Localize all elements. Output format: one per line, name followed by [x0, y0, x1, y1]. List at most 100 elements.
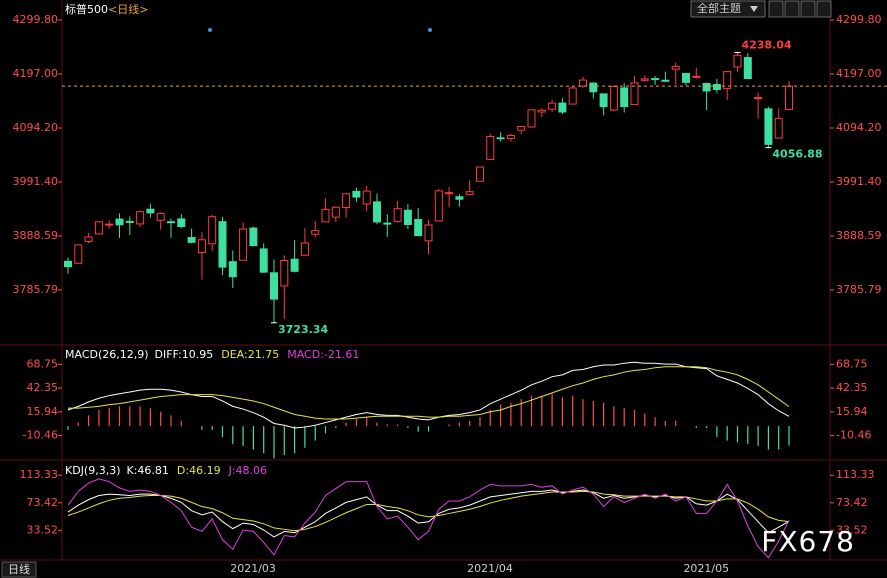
candle-body: [465, 191, 474, 196]
y-tick-label: 4299.80: [13, 13, 59, 26]
y-tick-label-right: 42.35: [836, 381, 868, 394]
annotation: 4238.04: [742, 38, 792, 51]
candle-body: [506, 134, 515, 139]
candle-body: [764, 108, 773, 145]
y-tick-label-right: 3785.79: [836, 283, 882, 296]
toolbar-button[interactable]: [800, 0, 816, 18]
plot-area: [67, 361, 790, 459]
candle-body: [331, 206, 340, 218]
candle-body: [290, 258, 299, 272]
candle-body: [94, 221, 103, 235]
candle-body: [537, 109, 546, 113]
period-label: <日线>: [108, 2, 148, 16]
toolbar-button[interactable]: [784, 0, 800, 18]
candle-body: [640, 78, 649, 81]
legend-entry: MACD:-21.61: [287, 348, 359, 361]
candle-body: [300, 242, 309, 256]
candle-body: [434, 190, 443, 222]
candle-body: [682, 72, 690, 83]
candle-body: [486, 136, 495, 160]
candle-body: [321, 208, 330, 223]
candle-body: [403, 209, 412, 225]
y-tick-label-right: 33.52: [836, 523, 868, 536]
candle-body: [115, 218, 124, 226]
theme-dropdown-label: 全部主题: [697, 1, 741, 15]
candle-body: [280, 260, 289, 287]
panel-title: KDJ(9,3,3): [65, 464, 121, 477]
y-tick-label: 3888.59: [13, 229, 59, 242]
candle-body: [177, 218, 186, 227]
candle-body: [455, 196, 464, 200]
candle-body: [362, 190, 371, 205]
candle-body: [74, 244, 83, 264]
y-tick-label-right: 73.42: [836, 496, 868, 509]
x-tick-label: 2021/04: [467, 562, 513, 575]
theme-dropdown[interactable]: [690, 0, 766, 18]
y-tick-label-right: 3888.59: [836, 229, 882, 242]
y-tick-label: 4197.00: [13, 67, 59, 80]
candle-body: [774, 117, 783, 139]
candle-body: [609, 85, 618, 111]
candle-body: [496, 137, 505, 140]
legend-entry: K:46.81: [127, 464, 169, 477]
event-marker: [428, 28, 432, 32]
candle-body: [785, 85, 793, 110]
candle-body: [651, 78, 660, 81]
candle-body: [156, 213, 165, 221]
candle-body: [414, 219, 423, 237]
annotation: 4056.88: [772, 148, 822, 161]
candle-body: [239, 228, 248, 261]
candle-body: [661, 79, 670, 82]
candle-body: [259, 248, 268, 273]
y-tick-label: 113.33: [20, 468, 59, 481]
legend-entry: D:46.19: [177, 464, 221, 477]
candle-body: [712, 83, 721, 90]
legend-entry: DEA:21.75: [221, 348, 279, 361]
legend-entry: DIFF:10.95: [155, 348, 214, 361]
y-tick-label-right: 4197.00: [836, 67, 882, 80]
annotation: 3723.34: [278, 323, 328, 336]
y-tick-label-right: -10.46: [836, 429, 871, 442]
y-tick-label-right: 4094.20: [836, 121, 882, 134]
toolbar-button[interactable]: [768, 0, 784, 18]
event-marker: [208, 28, 212, 32]
candle-body: [754, 97, 763, 100]
y-tick-label-right: 4299.80: [836, 13, 882, 26]
candle-body: [393, 208, 402, 222]
candle-body: [197, 239, 206, 254]
candle-body: [579, 79, 587, 87]
candle-body: [476, 166, 484, 182]
candle-body: [548, 102, 557, 110]
candle-body: [373, 201, 381, 223]
candle-body: [208, 216, 217, 245]
candle-body: [105, 223, 114, 226]
y-tick-label-right: 68.75: [836, 357, 868, 370]
candle-body: [620, 87, 629, 108]
plot-area: [67, 478, 790, 559]
candle-body: [568, 87, 577, 105]
candle-body: [743, 57, 752, 80]
y-tick-label: 3785.79: [13, 283, 59, 296]
candle-body: [733, 54, 742, 68]
candle-body: [218, 221, 227, 268]
candle-body: [445, 192, 454, 195]
y-tick-label: 42.35: [27, 381, 59, 394]
period-button[interactable]: [1, 561, 37, 578]
candle-body: [599, 93, 608, 108]
x-tick-label: 2021/03: [230, 562, 276, 575]
period-button-label: 日线: [8, 562, 30, 576]
toolbar-button[interactable]: [816, 0, 832, 18]
candle-body: [383, 222, 392, 225]
y-tick-label: 73.42: [27, 496, 59, 509]
candle-body: [270, 272, 278, 300]
candle-body: [723, 71, 732, 90]
candle-body: [558, 102, 567, 113]
y-tick-label: 33.52: [27, 523, 59, 536]
dropdown-arrow: [750, 6, 758, 12]
candle-body: [136, 211, 145, 225]
indicator-line: [68, 366, 790, 420]
indicator-line: [67, 478, 790, 559]
candle-body: [424, 224, 433, 242]
